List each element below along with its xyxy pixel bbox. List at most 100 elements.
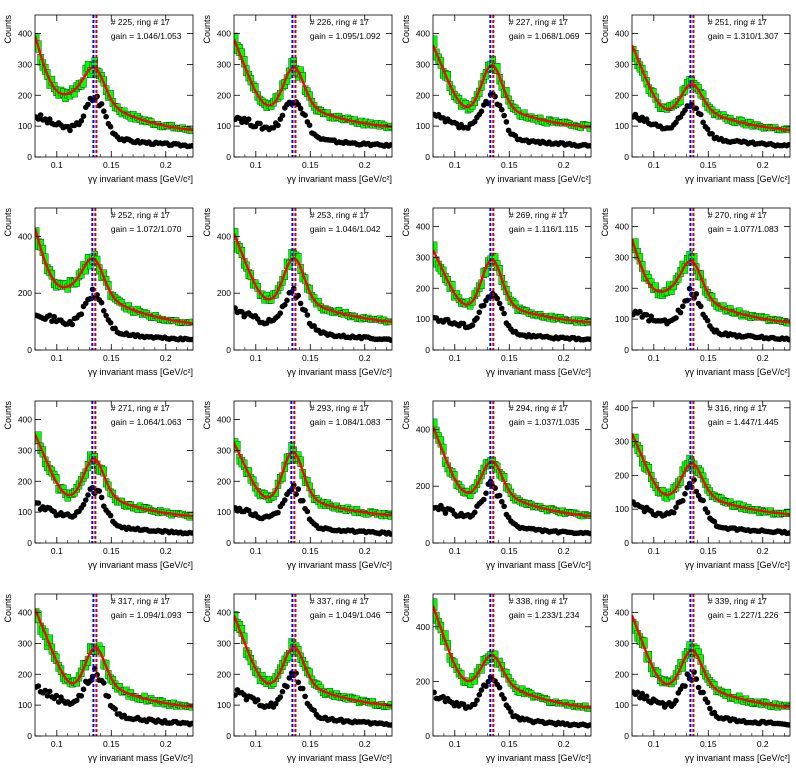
data-point-without xyxy=(496,684,503,691)
y-tick-label: 200 xyxy=(18,476,32,486)
x-tick-label: 0.2 xyxy=(757,546,769,556)
y-tick-label: 0 xyxy=(425,345,430,355)
y-tick-label: 200 xyxy=(615,283,629,293)
panel-title: # 316, ring # 17 xyxy=(708,403,767,413)
x-tick-label: 0.15 xyxy=(501,546,518,556)
data-point-without xyxy=(508,709,514,715)
x-tick-label: 0.1 xyxy=(250,353,262,363)
data-point-without xyxy=(483,490,489,496)
panel-2: 0.1 0.15 0.2 0 100 200 300 400 # 226, ring # 17 g… xyxy=(202,15,393,184)
x-axis-title: γγ invariant mass [GeV/c²] xyxy=(287,174,392,184)
data-point-without xyxy=(107,512,114,519)
data-point-without xyxy=(499,305,505,312)
y-tick-label: 200 xyxy=(18,90,32,100)
data-point-without xyxy=(483,683,489,689)
fit-curve xyxy=(632,238,790,324)
data-point-without xyxy=(634,689,641,696)
panel-7: 0.1 0.15 0.2 0 100 200 300 400 # 269, ring # 17 g… xyxy=(401,208,592,377)
y-axis-title: Counts xyxy=(600,401,610,430)
x-axis-title: γγ invariant mass [GeV/c²] xyxy=(486,367,591,377)
panel-gain: gain = 1.072/1.070 xyxy=(111,224,182,234)
plot-frame xyxy=(432,14,592,158)
data-point-without xyxy=(35,683,42,689)
data-point-without xyxy=(587,142,591,149)
data-point-without xyxy=(673,315,679,321)
y-tick-label: 300 xyxy=(615,252,629,262)
data-point-without xyxy=(46,116,53,122)
data-point-without xyxy=(693,488,700,495)
y-tick-label: 400 xyxy=(615,222,629,232)
panel-gain: gain = 1.227/1.226 xyxy=(708,610,779,620)
x-tick-label: 0.1 xyxy=(449,739,461,749)
data-point-without xyxy=(659,700,666,706)
panel-gain: gain = 1.084/1.083 xyxy=(310,417,381,427)
data-point-without xyxy=(643,116,650,122)
data-point-without xyxy=(501,503,507,510)
x-axis-title: γγ invariant mass [GeV/c²] xyxy=(88,174,193,184)
data-point-without xyxy=(682,683,688,689)
data-point-without xyxy=(643,693,650,700)
data-point-without xyxy=(286,675,293,681)
x-tick-label: 0.1 xyxy=(449,353,461,363)
y-axis-title: Counts xyxy=(401,401,411,430)
fit-curve xyxy=(632,44,790,132)
panel-5: 0.1 0.15 0.2 0 200 400 # 252, ring # 17 gain = … xyxy=(3,208,194,377)
data-point-without xyxy=(704,126,711,132)
data-point-without xyxy=(284,683,290,690)
data-point-without xyxy=(704,509,711,516)
data-point-without xyxy=(189,530,193,536)
x-tick-label: 0.15 xyxy=(103,353,120,363)
data-point-without xyxy=(80,686,87,693)
panel-title: # 225, ring # 17 xyxy=(111,17,170,27)
y-axis-title: Counts xyxy=(600,594,610,623)
y-tick-label: 100 xyxy=(217,121,231,131)
data-point-without xyxy=(300,685,306,692)
fit-curve xyxy=(632,433,790,516)
y-tick-label: 200 xyxy=(416,283,430,293)
data-point-without xyxy=(388,722,392,728)
data-point-without xyxy=(85,101,91,108)
data-point-without xyxy=(302,307,308,314)
panel-title: # 337, ring # 17 xyxy=(310,596,369,606)
fit-curve xyxy=(234,442,392,517)
x-tick-label: 0.2 xyxy=(558,160,570,170)
y-tick-label: 0 xyxy=(27,152,32,162)
x-tick-label: 0.2 xyxy=(558,546,570,556)
y-tick-label: 400 xyxy=(416,424,430,434)
data-point-without xyxy=(698,303,704,310)
x-tick-label: 0.2 xyxy=(160,546,172,556)
panel-gain: gain = 1.046/1.053 xyxy=(111,31,182,41)
data-point-without xyxy=(42,687,48,694)
y-tick-label: 100 xyxy=(217,700,231,710)
fit-curve xyxy=(433,44,591,129)
y-tick-label: 200 xyxy=(615,90,629,100)
data-point-without xyxy=(481,496,487,503)
x-axis-title: γγ invariant mass [GeV/c²] xyxy=(486,753,591,763)
fit-curve xyxy=(35,35,193,132)
x-tick-label: 0.1 xyxy=(250,546,262,556)
data-point-without xyxy=(98,494,105,501)
fit-curve xyxy=(234,38,392,129)
y-tick-label: 300 xyxy=(217,445,231,455)
plot-frame xyxy=(233,593,393,737)
data-point-without xyxy=(275,509,281,516)
panel-gain: gain = 1.095/1.092 xyxy=(310,31,381,41)
y-tick-label: 200 xyxy=(615,470,629,480)
data-point-without xyxy=(257,120,263,127)
data-point-without xyxy=(112,706,118,712)
data-point-without xyxy=(85,492,91,498)
y-tick-label: 0 xyxy=(27,538,32,548)
data-point-without xyxy=(680,303,686,310)
x-tick-label: 0.1 xyxy=(648,546,660,556)
panel-title: # 269, ring # 17 xyxy=(509,210,568,220)
y-tick-label: 100 xyxy=(615,314,629,324)
panel-title: # 271, ring # 17 xyxy=(111,403,170,413)
y-tick-label: 0 xyxy=(27,345,32,355)
data-point-without xyxy=(704,699,711,706)
x-axis-title: γγ invariant mass [GeV/c²] xyxy=(685,560,790,570)
data-point-without xyxy=(254,697,261,703)
data-point-without xyxy=(288,486,295,493)
data-point-without xyxy=(302,693,308,700)
y-tick-label: 300 xyxy=(217,59,231,69)
